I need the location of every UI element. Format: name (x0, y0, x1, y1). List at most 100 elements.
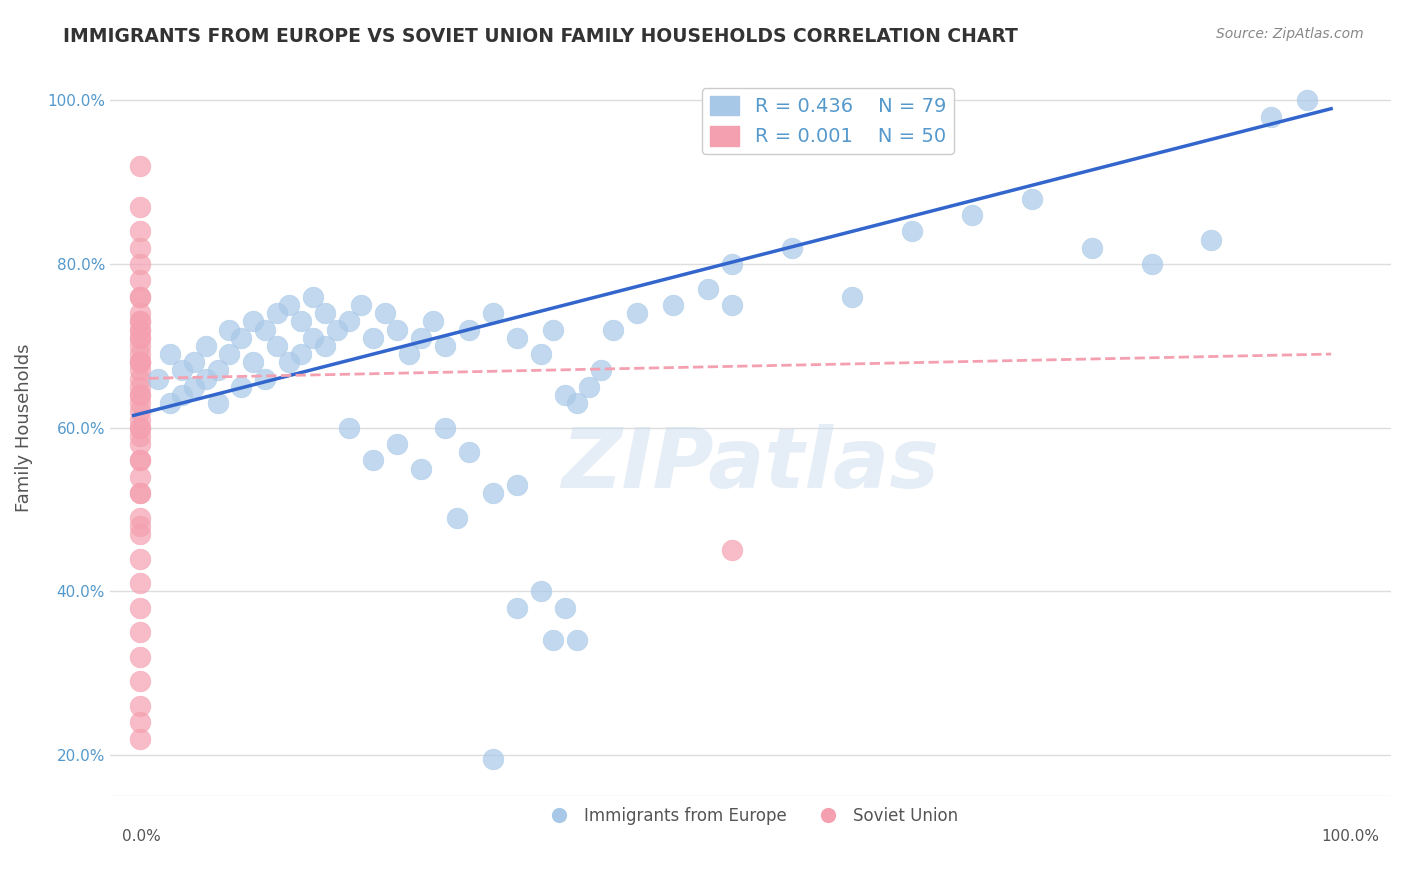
Point (128, 388, 150, 402)
Point (242, 355, 264, 369)
Point (1296, 94, 1319, 108)
Point (409, 461, 432, 475)
Point (1260, 110, 1282, 124)
Point (128, 731, 150, 746)
Point (128, 347, 150, 361)
Point (218, 322, 240, 336)
Point (337, 420, 360, 434)
Point (159, 396, 181, 410)
Point (530, 584, 553, 599)
Point (128, 625, 150, 640)
Point (128, 257, 150, 271)
Point (194, 371, 217, 385)
Point (506, 331, 529, 345)
Point (170, 363, 193, 377)
Point (385, 322, 408, 336)
Point (565, 396, 588, 410)
Text: Source: ZipAtlas.com: Source: ZipAtlas.com (1216, 27, 1364, 41)
Point (128, 510, 150, 524)
Text: ZIPatlas: ZIPatlas (561, 424, 939, 505)
Point (128, 388, 150, 402)
Point (128, 600, 150, 615)
Point (128, 715, 150, 730)
Point (128, 420, 150, 434)
Point (565, 633, 588, 648)
Point (128, 363, 150, 377)
Point (290, 314, 312, 328)
Point (128, 371, 150, 385)
Point (1080, 241, 1102, 255)
Point (422, 314, 444, 328)
Point (721, 298, 744, 312)
Point (231, 380, 253, 394)
Point (721, 257, 744, 271)
Point (128, 698, 150, 713)
Point (361, 453, 384, 467)
Point (128, 453, 150, 467)
Point (128, 241, 150, 255)
Point (128, 453, 150, 467)
Point (374, 306, 396, 320)
Point (278, 298, 301, 312)
Point (207, 396, 229, 410)
Point (128, 527, 150, 541)
Point (434, 420, 457, 434)
Point (218, 347, 240, 361)
Point (128, 322, 150, 336)
Point (159, 347, 181, 361)
Text: IMMIGRANTS FROM EUROPE VS SOVIET UNION FAMILY HOUSEHOLDS CORRELATION CHART: IMMIGRANTS FROM EUROPE VS SOVIET UNION F… (63, 27, 1018, 45)
Point (242, 314, 264, 328)
Point (541, 322, 564, 336)
Point (960, 208, 983, 222)
Point (409, 331, 432, 345)
Point (554, 388, 576, 402)
Point (385, 437, 408, 451)
Point (1201, 233, 1223, 247)
Point (128, 380, 150, 394)
Point (602, 322, 624, 336)
Point (128, 159, 150, 173)
Point (128, 412, 150, 426)
Point (128, 331, 150, 345)
Point (458, 445, 481, 459)
Point (1140, 257, 1163, 271)
Point (128, 486, 150, 500)
Point (128, 551, 150, 566)
Point (482, 486, 505, 500)
Point (841, 290, 863, 304)
Point (128, 224, 150, 238)
Point (458, 322, 481, 336)
Point (314, 306, 336, 320)
Point (326, 322, 349, 336)
Point (482, 752, 505, 766)
Point (398, 347, 420, 361)
Point (128, 331, 150, 345)
Point (128, 396, 150, 410)
Point (183, 355, 205, 369)
Point (128, 322, 150, 336)
Point (128, 339, 150, 353)
Point (128, 355, 150, 369)
Point (128, 576, 150, 591)
Point (482, 306, 505, 320)
Point (530, 347, 553, 361)
Point (578, 380, 600, 394)
Point (128, 355, 150, 369)
Point (128, 437, 150, 451)
Point (128, 306, 150, 320)
Point (128, 404, 150, 418)
Point (337, 314, 360, 328)
Point (782, 241, 804, 255)
Point (266, 306, 288, 320)
Point (661, 298, 683, 312)
Point (128, 674, 150, 689)
Point (254, 322, 277, 336)
Point (128, 429, 150, 443)
Legend: Immigrants from Europe, Soviet Union: Immigrants from Europe, Soviet Union (536, 800, 965, 831)
Point (266, 339, 288, 353)
Point (194, 339, 217, 353)
Point (1021, 192, 1043, 206)
Point (128, 420, 150, 434)
Y-axis label: Family Households: Family Households (15, 343, 32, 512)
Point (589, 363, 612, 377)
